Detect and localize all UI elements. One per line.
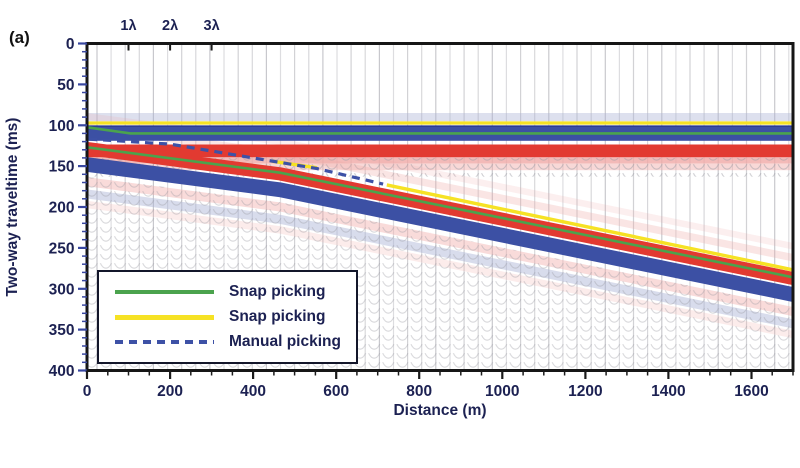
legend-item-snap-yellow: Snap picking bbox=[99, 308, 356, 326]
svg-text:1400: 1400 bbox=[651, 383, 685, 400]
svg-text:300: 300 bbox=[49, 281, 75, 298]
snap-pick-green-horizontal bbox=[87, 126, 793, 135]
x-axis-title: Distance (m) bbox=[393, 402, 486, 419]
snap-pick-green-dipping bbox=[87, 146, 793, 279]
snap-pick-yellow-dipping-1 bbox=[386, 183, 793, 272]
legend-label: Snap picking bbox=[229, 308, 326, 325]
legend: Snap picking Snap picking Manual picking bbox=[97, 270, 358, 364]
svg-text:150: 150 bbox=[49, 159, 75, 176]
lambda-label: 1λ bbox=[120, 18, 136, 34]
svg-text:200: 200 bbox=[49, 200, 75, 217]
panel-label: (a) bbox=[9, 28, 30, 47]
yellow-line-swatch bbox=[115, 314, 214, 320]
dipping-blue-band bbox=[87, 157, 793, 302]
green-line-swatch bbox=[115, 290, 214, 294]
dip-above-band-1 bbox=[87, 113, 793, 250]
top-axis-ticks: 1λ 2λ 3λ bbox=[120, 18, 220, 51]
y-axis-ticks: 0 50 100 150 200 250 300 350 400 bbox=[49, 36, 87, 380]
manual-pick-dashed bbox=[89, 137, 384, 186]
svg-text:50: 50 bbox=[57, 77, 74, 94]
svg-text:1000: 1000 bbox=[485, 383, 519, 400]
svg-text:1600: 1600 bbox=[734, 383, 768, 400]
snap-pick-yellow-dipping-0 bbox=[271, 159, 318, 170]
lambda-label: 3λ bbox=[204, 18, 220, 34]
y-axis-title: Two-way traveltime (ms) bbox=[4, 118, 21, 297]
legend-label: Snap picking bbox=[229, 283, 326, 300]
svg-text:0: 0 bbox=[83, 383, 92, 400]
svg-text:250: 250 bbox=[49, 240, 75, 257]
legend-item-manual: Manual picking bbox=[99, 333, 356, 351]
svg-text:1200: 1200 bbox=[568, 383, 602, 400]
lambda-label: 2λ bbox=[162, 18, 178, 34]
first-break-fuzz bbox=[87, 113, 793, 122]
blue-dash-swatch bbox=[115, 340, 214, 344]
svg-text:350: 350 bbox=[49, 322, 75, 339]
svg-text:400: 400 bbox=[49, 363, 75, 380]
svg-text:600: 600 bbox=[323, 383, 349, 400]
svg-text:0: 0 bbox=[66, 36, 75, 53]
horizontal-red-band bbox=[87, 144, 793, 158]
svg-text:200: 200 bbox=[157, 383, 183, 400]
svg-text:100: 100 bbox=[49, 118, 75, 135]
legend-item-snap-green: Snap picking bbox=[99, 283, 356, 301]
svg-text:400: 400 bbox=[240, 383, 266, 400]
svg-text:800: 800 bbox=[406, 383, 432, 400]
x-axis-ticks: 0 200 400 600 800 1000 1200 1400 1600 bbox=[83, 370, 794, 400]
legend-label: Manual picking bbox=[229, 333, 341, 350]
